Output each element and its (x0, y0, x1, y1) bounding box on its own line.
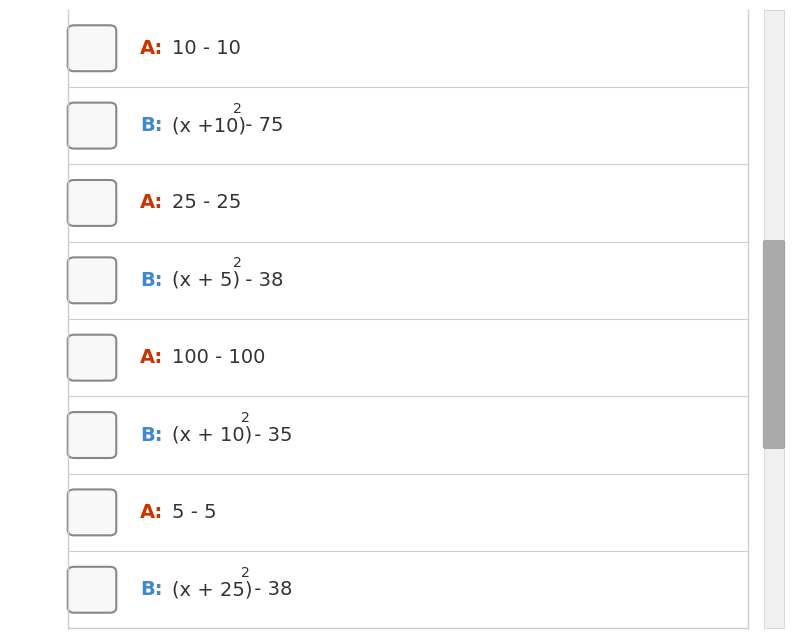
FancyBboxPatch shape (68, 335, 116, 381)
Text: B:: B: (140, 116, 162, 135)
Text: - 38: - 38 (239, 271, 283, 290)
Text: - 75: - 75 (239, 116, 283, 135)
Text: (x +10): (x +10) (172, 116, 246, 135)
Text: B:: B: (140, 426, 162, 445)
Text: 2: 2 (233, 256, 242, 271)
Text: 25 - 25: 25 - 25 (172, 193, 242, 212)
Text: - 38: - 38 (248, 580, 292, 599)
Text: 2: 2 (242, 411, 250, 425)
FancyBboxPatch shape (68, 180, 116, 226)
Text: B:: B: (140, 271, 162, 290)
Text: (x + 5): (x + 5) (172, 271, 240, 290)
Text: A:: A: (140, 39, 163, 58)
FancyBboxPatch shape (68, 567, 116, 612)
Text: A:: A: (140, 503, 163, 522)
Text: 100 - 100: 100 - 100 (172, 348, 266, 367)
Text: - 35: - 35 (248, 426, 292, 445)
Text: 2: 2 (233, 101, 242, 115)
FancyBboxPatch shape (68, 26, 116, 71)
Text: (x + 10): (x + 10) (172, 426, 252, 445)
FancyBboxPatch shape (68, 412, 116, 458)
FancyBboxPatch shape (68, 257, 116, 303)
FancyBboxPatch shape (68, 103, 116, 149)
Text: B:: B: (140, 580, 162, 599)
FancyBboxPatch shape (68, 489, 116, 535)
Text: (x + 25): (x + 25) (172, 580, 253, 599)
Text: A:: A: (140, 193, 163, 212)
Text: A:: A: (140, 348, 163, 367)
Text: 2: 2 (242, 566, 250, 580)
FancyBboxPatch shape (763, 241, 785, 449)
Text: 5 - 5: 5 - 5 (172, 503, 217, 522)
FancyBboxPatch shape (764, 10, 784, 628)
Text: 10 - 10: 10 - 10 (172, 39, 241, 58)
